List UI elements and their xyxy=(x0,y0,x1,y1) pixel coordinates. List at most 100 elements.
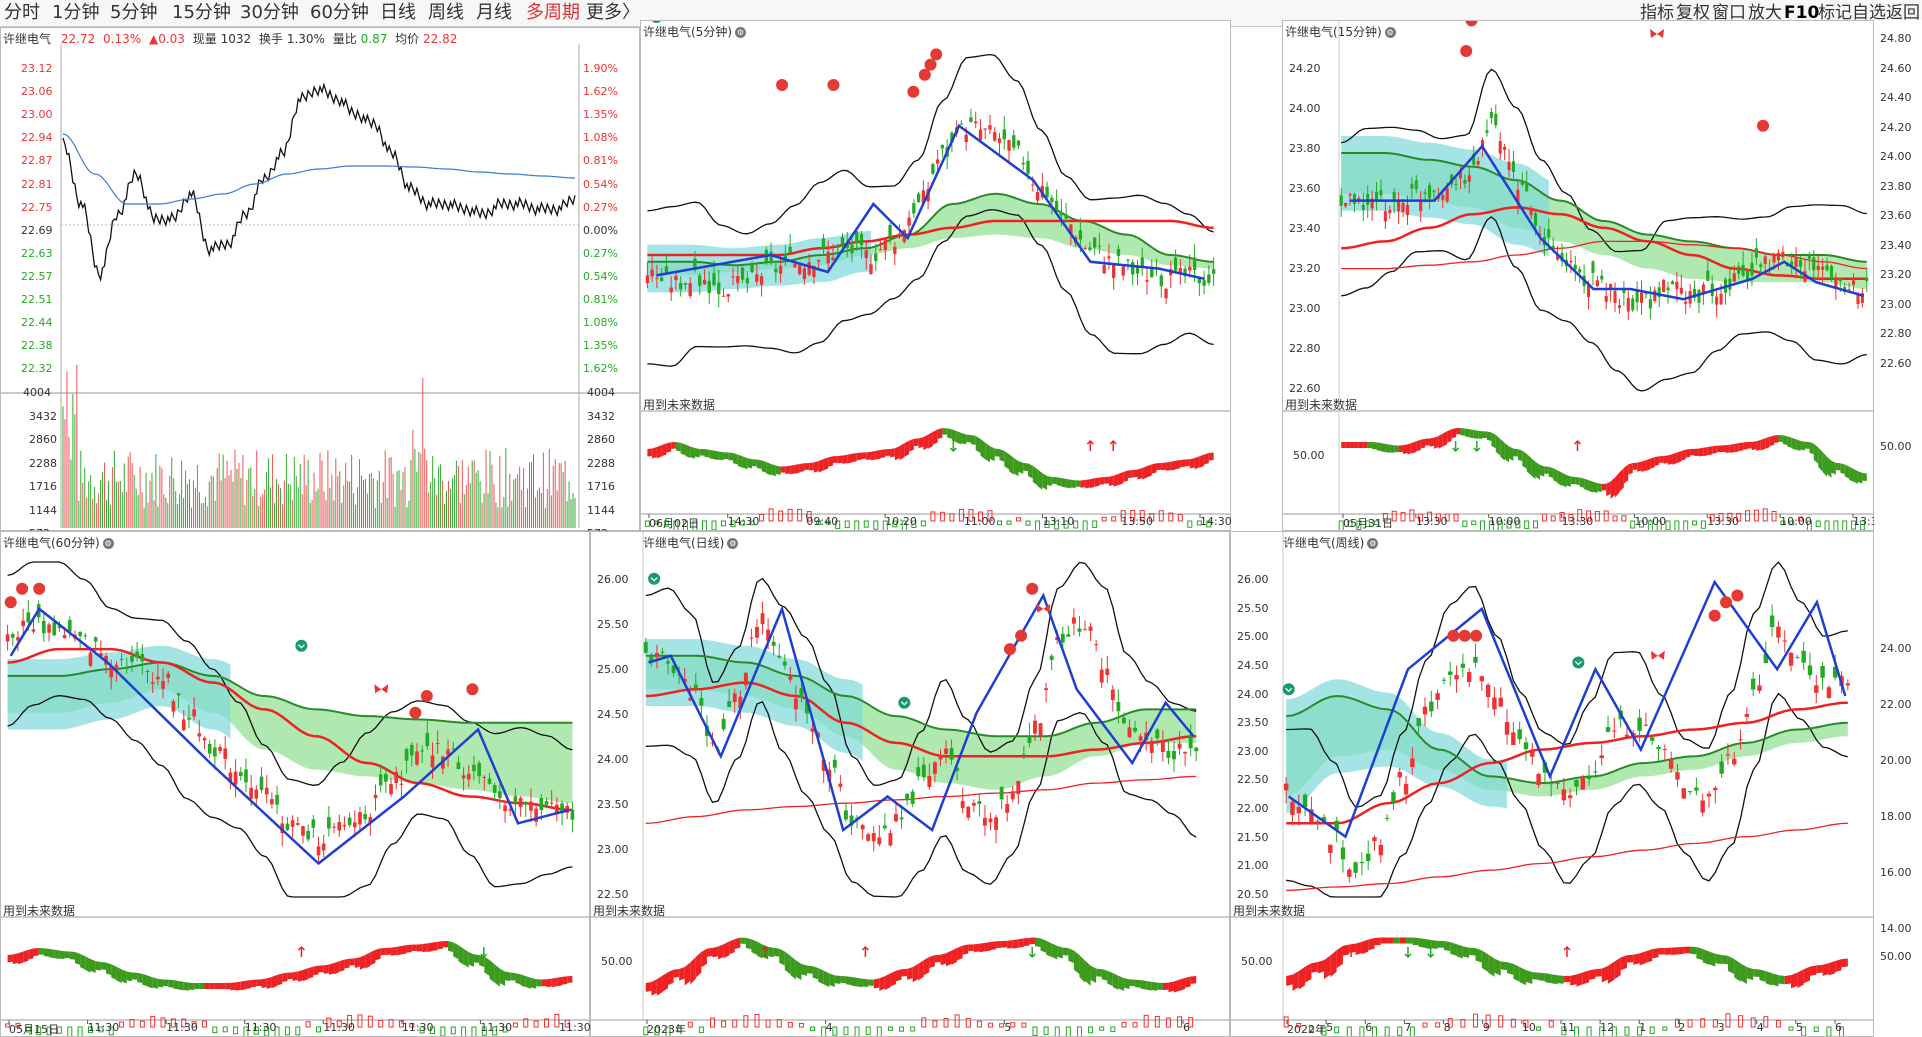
candle-body xyxy=(78,631,82,636)
kline-chart[interactable] xyxy=(641,21,1230,530)
gear-icon[interactable]: ⚙ xyxy=(727,538,739,549)
oscillator-segment xyxy=(957,945,963,961)
candle-body xyxy=(1801,650,1806,663)
panel-title: 许继电气(5分钟) ⚙ xyxy=(643,23,746,40)
gear-icon[interactable]: ⚙ xyxy=(735,27,746,38)
mark-button[interactable]: 标记 xyxy=(1818,3,1852,23)
butterfly-icon xyxy=(374,684,389,694)
candle-body xyxy=(1155,729,1160,739)
macd-bar xyxy=(1391,510,1397,522)
oscillator-segment xyxy=(406,944,412,953)
candle-body xyxy=(1414,180,1418,190)
candle-body xyxy=(950,132,954,143)
candle-body xyxy=(1684,301,1688,304)
candle-body xyxy=(1127,727,1132,738)
time-axis-label: 11:30 xyxy=(323,1021,355,1034)
oscillator-segment xyxy=(1803,966,1810,984)
candle-body xyxy=(683,283,688,285)
time-axis-label: 3 xyxy=(1717,1021,1725,1034)
oscillator-segment xyxy=(328,963,335,975)
macd-bar xyxy=(1725,1013,1731,1028)
indicator-button[interactable]: 指标 xyxy=(1640,3,1674,23)
future-data-label: 用到未来数据 xyxy=(3,904,76,918)
macd-bar xyxy=(1025,520,1031,526)
tab-monthly[interactable]: 月线 xyxy=(476,2,512,23)
oscillator-segment xyxy=(747,458,753,469)
candle-body xyxy=(1055,636,1060,641)
macd-bar xyxy=(430,1026,435,1035)
oscillator-segment xyxy=(1575,477,1580,485)
window-button[interactable]: 窗口 xyxy=(1712,3,1746,23)
candle-body xyxy=(1016,780,1021,795)
tab-daily[interactable]: 日线 xyxy=(380,2,416,23)
candle-body xyxy=(88,652,93,666)
oscillator-segment xyxy=(1358,442,1364,448)
tab-multi-period[interactable]: 多周期 xyxy=(526,2,580,23)
oscillator-segment xyxy=(1557,975,1564,984)
candle-body xyxy=(727,701,732,708)
intraday-chart[interactable] xyxy=(1,28,639,530)
candle-body xyxy=(409,744,414,756)
kline-chart[interactable] xyxy=(1283,21,1873,530)
oscillator-segment xyxy=(74,952,81,965)
oscillator-segment xyxy=(840,976,846,984)
oscillator-segment xyxy=(884,973,891,991)
tab-60min[interactable]: 60分钟 xyxy=(310,2,369,23)
gear-icon[interactable]: ⚙ xyxy=(1384,27,1396,38)
kline-chart[interactable] xyxy=(1,532,589,1036)
oscillator-segment xyxy=(546,978,552,988)
tab-more[interactable]: 更多〉 xyxy=(586,2,640,23)
kline-chart[interactable] xyxy=(1231,532,1873,1036)
candle-body xyxy=(682,678,687,683)
oscillator-segment xyxy=(1286,974,1293,986)
candle-body xyxy=(1334,820,1339,830)
f10-button[interactable]: F10 xyxy=(1784,3,1820,23)
arrow-down-icon xyxy=(949,441,957,453)
zoom-button[interactable]: 放大 xyxy=(1748,3,1782,23)
watchlist-button[interactable]: 自选 xyxy=(1852,3,1886,23)
oscillator-segment xyxy=(775,465,781,475)
panel-5min[interactable]: 许继电气(5分钟) ⚙ 用到未来数据 06月02日 14:30 09:40 10:20 11… xyxy=(640,20,1232,531)
kline-chart[interactable] xyxy=(591,532,1229,1036)
price-tick-label: 24.00 xyxy=(1289,102,1321,115)
panel-15min[interactable]: 许继电气(15分钟) ⚙ 用到未来数据 05月31日 13:30 10:00 13:30 1… xyxy=(1282,20,1885,531)
oscillator-segment xyxy=(1727,955,1735,975)
oscillator-segment xyxy=(928,431,933,449)
candle-body xyxy=(650,269,654,277)
tab-5min[interactable]: 5分钟 xyxy=(110,2,158,23)
candle-body xyxy=(1463,180,1467,184)
back-button[interactable]: 返回 xyxy=(1886,3,1920,23)
oscillator-segment xyxy=(794,463,800,474)
tab-15min[interactable]: 15分钟 xyxy=(172,2,231,23)
oscillator-segment xyxy=(1411,441,1417,454)
intraday-panel[interactable]: 许继电气 22.72 0.13% ▲0.03 现量 1032 换手 1.30% … xyxy=(0,27,640,540)
oscillator-segment xyxy=(1782,435,1788,446)
panel-daily[interactable]: 许继电气(日线) ⚙ 用到未来数据 2023年 4 5 6 26.00 25.50 25.00 2… xyxy=(590,531,1230,1037)
tab-weekly[interactable]: 周线 xyxy=(428,2,464,23)
panel-60min[interactable]: 许继电气(60分钟) ⚙ 用到未来数据 05月15日 11:30 11:30 11:30 1… xyxy=(0,531,591,1037)
candle-body xyxy=(1410,183,1414,189)
macd-bar xyxy=(1187,520,1193,528)
cloud-cyan xyxy=(645,639,863,762)
oscillator-segment xyxy=(1619,467,1624,492)
price-tick-label: 25.00 xyxy=(597,663,629,676)
oscillator-segment xyxy=(828,456,833,467)
candle-body xyxy=(311,819,316,828)
candle-body xyxy=(797,265,802,275)
adjust-button[interactable]: 复权 xyxy=(1676,3,1710,23)
oscillator-segment xyxy=(1456,428,1461,435)
panel-weekly[interactable]: 许继电气(周线) ⚙ 用到未来数据 2022年 5 6 7 8 9 10 11 12 1 2 3 4 5 6 26… xyxy=(1230,531,1874,1037)
tab-30min[interactable]: 30分钟 xyxy=(240,2,299,23)
oscillator-segment xyxy=(1610,477,1616,499)
oscillator-segment xyxy=(785,465,791,475)
gear-icon[interactable]: ⚙ xyxy=(1367,538,1379,549)
gear-icon[interactable]: ⚙ xyxy=(102,538,114,549)
oscillator-segment xyxy=(1425,938,1432,950)
avg-value: 22.82 xyxy=(423,32,458,46)
volume-tick-label-right: 1716 xyxy=(587,480,615,493)
macd-bar xyxy=(1400,512,1406,522)
time-axis-label: 10 xyxy=(1521,1021,1536,1034)
oscillator-segment xyxy=(401,945,407,955)
tab-intraday[interactable]: 分时 xyxy=(4,2,40,23)
tab-1min[interactable]: 1分钟 xyxy=(52,2,100,23)
